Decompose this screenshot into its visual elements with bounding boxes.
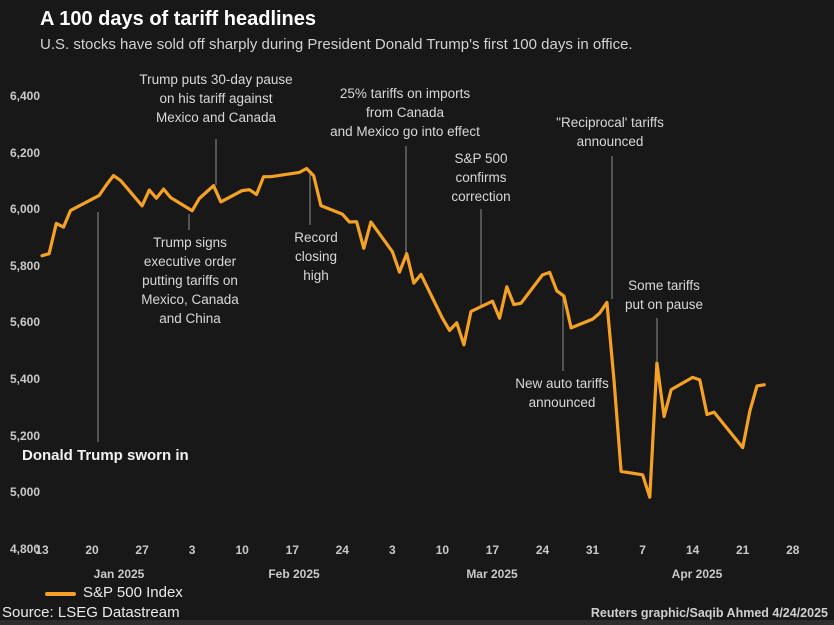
annotation-pause-mexico-canada: Trump puts 30-day pause on his tariff ag… bbox=[139, 72, 293, 125]
reuters-attribution: Reuters graphic/Saqib Ahmed 4/24/2025 bbox=[590, 606, 828, 620]
y-axis-label-4800: 4,800 bbox=[9, 541, 40, 556]
x-axis-label-2025-04-07: 7 bbox=[639, 543, 646, 557]
annotation-record-closing-high: Record closing high bbox=[294, 230, 338, 283]
x-axis-label-2025-03-17: 17 bbox=[485, 543, 500, 557]
y-axis-label-5400: 5,400 bbox=[9, 372, 40, 387]
x-axis-label-2025-03-10: 10 bbox=[435, 543, 450, 557]
legend-label: S&P 500 Index bbox=[83, 584, 183, 601]
x-axis-label-2025-03-31: 31 bbox=[585, 543, 600, 557]
sp500-line-swatch bbox=[45, 592, 76, 596]
month-label-feb: Feb 2025 bbox=[268, 567, 320, 581]
annotation-confirms-correction: S&P 500 confirms correction bbox=[451, 151, 511, 204]
x-axis-label-2025-04-14: 14 bbox=[685, 543, 700, 557]
month-label-jan: Jan 2025 bbox=[93, 567, 145, 581]
y-axis-label-5600: 5,600 bbox=[9, 315, 40, 330]
x-axis-label-2025-01-27: 27 bbox=[135, 543, 149, 557]
y-axis-label-6000: 6,000 bbox=[9, 202, 40, 217]
annotation-tariffs-25pct: 25% tariffs on imports from Canada and M… bbox=[330, 86, 480, 139]
x-axis-label-2025-03-24: 24 bbox=[535, 543, 550, 557]
x-axis-label-2025-02-24: 24 bbox=[335, 543, 349, 557]
month-label-mar: Mar 2025 bbox=[466, 567, 518, 581]
y-axis-label-6400: 6,400 bbox=[9, 89, 40, 103]
y-axis-label-5000: 5,000 bbox=[9, 485, 40, 500]
x-axis-label-2025-01-20: 20 bbox=[85, 543, 99, 557]
x-axis-label-2025-02-10: 10 bbox=[235, 543, 249, 557]
y-axis-label-5800: 5,800 bbox=[9, 258, 40, 273]
x-axis-label-2025-04-21: 21 bbox=[736, 543, 750, 557]
chart-title: A 100 days of tariff headlines bbox=[40, 8, 317, 30]
month-label-apr: Apr 2025 bbox=[671, 567, 723, 581]
x-axis-label-2025-02-03: 3 bbox=[188, 543, 196, 557]
x-axis-label-2025-03-03: 3 bbox=[389, 543, 396, 557]
y-axis-label-6200: 6,200 bbox=[9, 145, 40, 160]
y-axis-label-5200: 5,200 bbox=[9, 428, 40, 443]
annotation-reciprocal-tariffs: "Reciprocal' tariffs announced bbox=[556, 115, 664, 149]
x-axis-label-2025-02-17: 17 bbox=[285, 543, 299, 557]
sp500-price-line bbox=[40, 166, 766, 499]
annotation-trump-sworn-in: Donald Trump sworn in bbox=[22, 447, 189, 464]
source-credit: Source: LSEG Datastream bbox=[2, 604, 180, 621]
x-axis-label-2025-04-28: 28 bbox=[786, 543, 800, 557]
annotation-some-tariffs-paused: Some tariffs put on pause bbox=[624, 278, 704, 312]
annotation-trump-signs-eo: Trump signs executive order putting tari… bbox=[141, 235, 239, 326]
chart-subtitle: U.S. stocks have sold off sharply during… bbox=[40, 36, 633, 53]
x-axis-label-2025-01-13: 13 bbox=[35, 543, 49, 557]
bottom-accent-bar bbox=[0, 620, 834, 625]
annotation-new-auto-tariffs: New auto tariffs announced bbox=[515, 376, 609, 410]
